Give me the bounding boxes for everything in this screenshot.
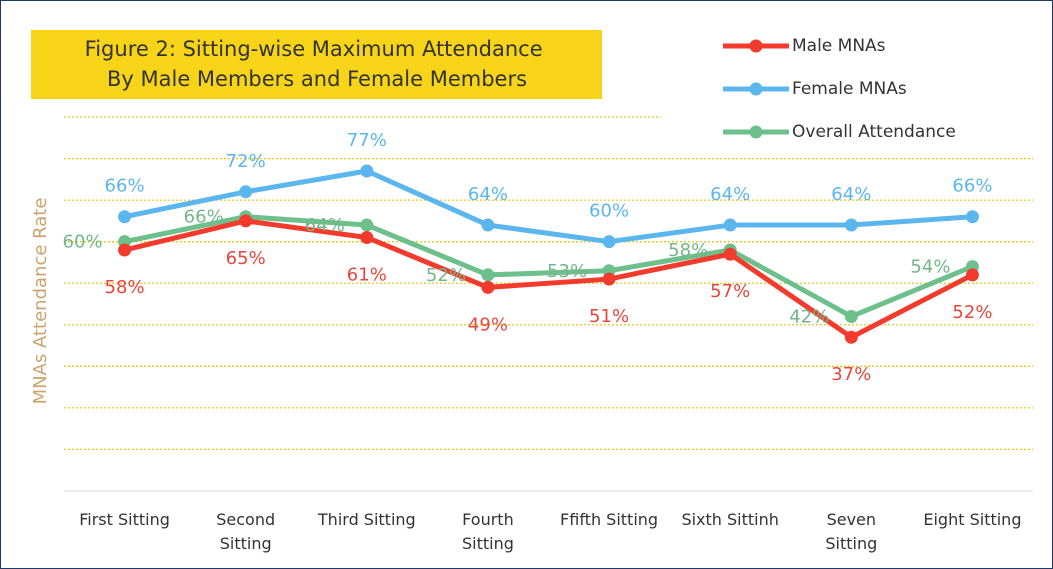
- data-point: [723, 218, 737, 232]
- series-line: [123, 218, 974, 340]
- data-label: 66%: [952, 176, 992, 197]
- legend-marker: [749, 82, 763, 96]
- data-label: 61%: [347, 265, 387, 286]
- title-line: By Male Members and Female Members: [107, 67, 527, 91]
- data-point: [844, 330, 858, 344]
- data-label: 52%: [426, 265, 466, 286]
- x-tick-label: Eight Sitting: [923, 510, 1022, 529]
- data-point: [118, 210, 132, 224]
- data-point: [844, 309, 858, 323]
- data-label: 42%: [789, 306, 829, 327]
- data-label: 57%: [710, 281, 750, 302]
- data-point: [360, 164, 374, 178]
- legend-label: Overall Attendance: [792, 122, 956, 142]
- chart-title: Figure 2: Sitting-wise Maximum Attendanc…: [85, 37, 550, 91]
- data-label: 64%: [468, 184, 508, 205]
- y-axis-label: MNAs Attendance Rate: [30, 198, 51, 405]
- data-label: 64%: [710, 184, 750, 205]
- data-label: 66%: [184, 207, 224, 228]
- data-point: [239, 185, 253, 199]
- data-label: 52%: [952, 302, 992, 323]
- data-point: [965, 268, 979, 282]
- data-point: [360, 218, 374, 232]
- data-label: 60%: [63, 232, 103, 253]
- data-label: 58%: [668, 240, 708, 261]
- x-tick-label: Third Sitting: [317, 510, 416, 529]
- series-line: [124, 214, 974, 319]
- data-label: 58%: [105, 277, 145, 298]
- series-line: [124, 168, 973, 245]
- data-point: [481, 218, 495, 232]
- data-label: 49%: [468, 314, 508, 335]
- x-tick-label: Ffifth Sitting: [560, 510, 659, 529]
- data-point: [602, 272, 616, 286]
- data-label: 77%: [347, 130, 387, 151]
- x-tick-label: First Sitting: [79, 510, 170, 529]
- data-point: [360, 231, 374, 245]
- data-point: [118, 243, 132, 257]
- data-point: [602, 235, 616, 249]
- data-label: 60%: [589, 201, 629, 222]
- data-label: 64%: [831, 184, 871, 205]
- data-label: 53%: [547, 261, 587, 282]
- x-tick-label: Sixth Sittinh: [681, 510, 779, 529]
- data-label: 65%: [226, 248, 266, 269]
- title-box: [31, 30, 602, 99]
- x-tick-label: Second Sitting: [216, 510, 276, 553]
- data-point: [965, 210, 979, 224]
- legend-label: Male MNAs: [792, 36, 886, 56]
- data-point: [481, 268, 495, 282]
- legend-marker: [749, 125, 763, 139]
- data-label: 51%: [589, 306, 629, 327]
- data-label: 72%: [226, 151, 266, 172]
- data-label: 66%: [105, 176, 145, 197]
- data-label: 64%: [305, 215, 345, 236]
- data-label: 37%: [831, 364, 871, 385]
- legend-marker: [749, 39, 763, 53]
- x-tick-label: Fourth Sitting: [461, 510, 514, 553]
- data-point: [481, 280, 495, 294]
- data-point: [239, 214, 253, 228]
- data-point: [723, 247, 737, 261]
- data-label: 54%: [910, 257, 950, 278]
- legend-label: Female MNAs: [792, 79, 907, 99]
- title-line: Figure 2: Sitting-wise Maximum Attendanc…: [85, 37, 543, 61]
- data-point: [844, 218, 858, 232]
- x-tick-label: Seven Sitting: [825, 510, 878, 553]
